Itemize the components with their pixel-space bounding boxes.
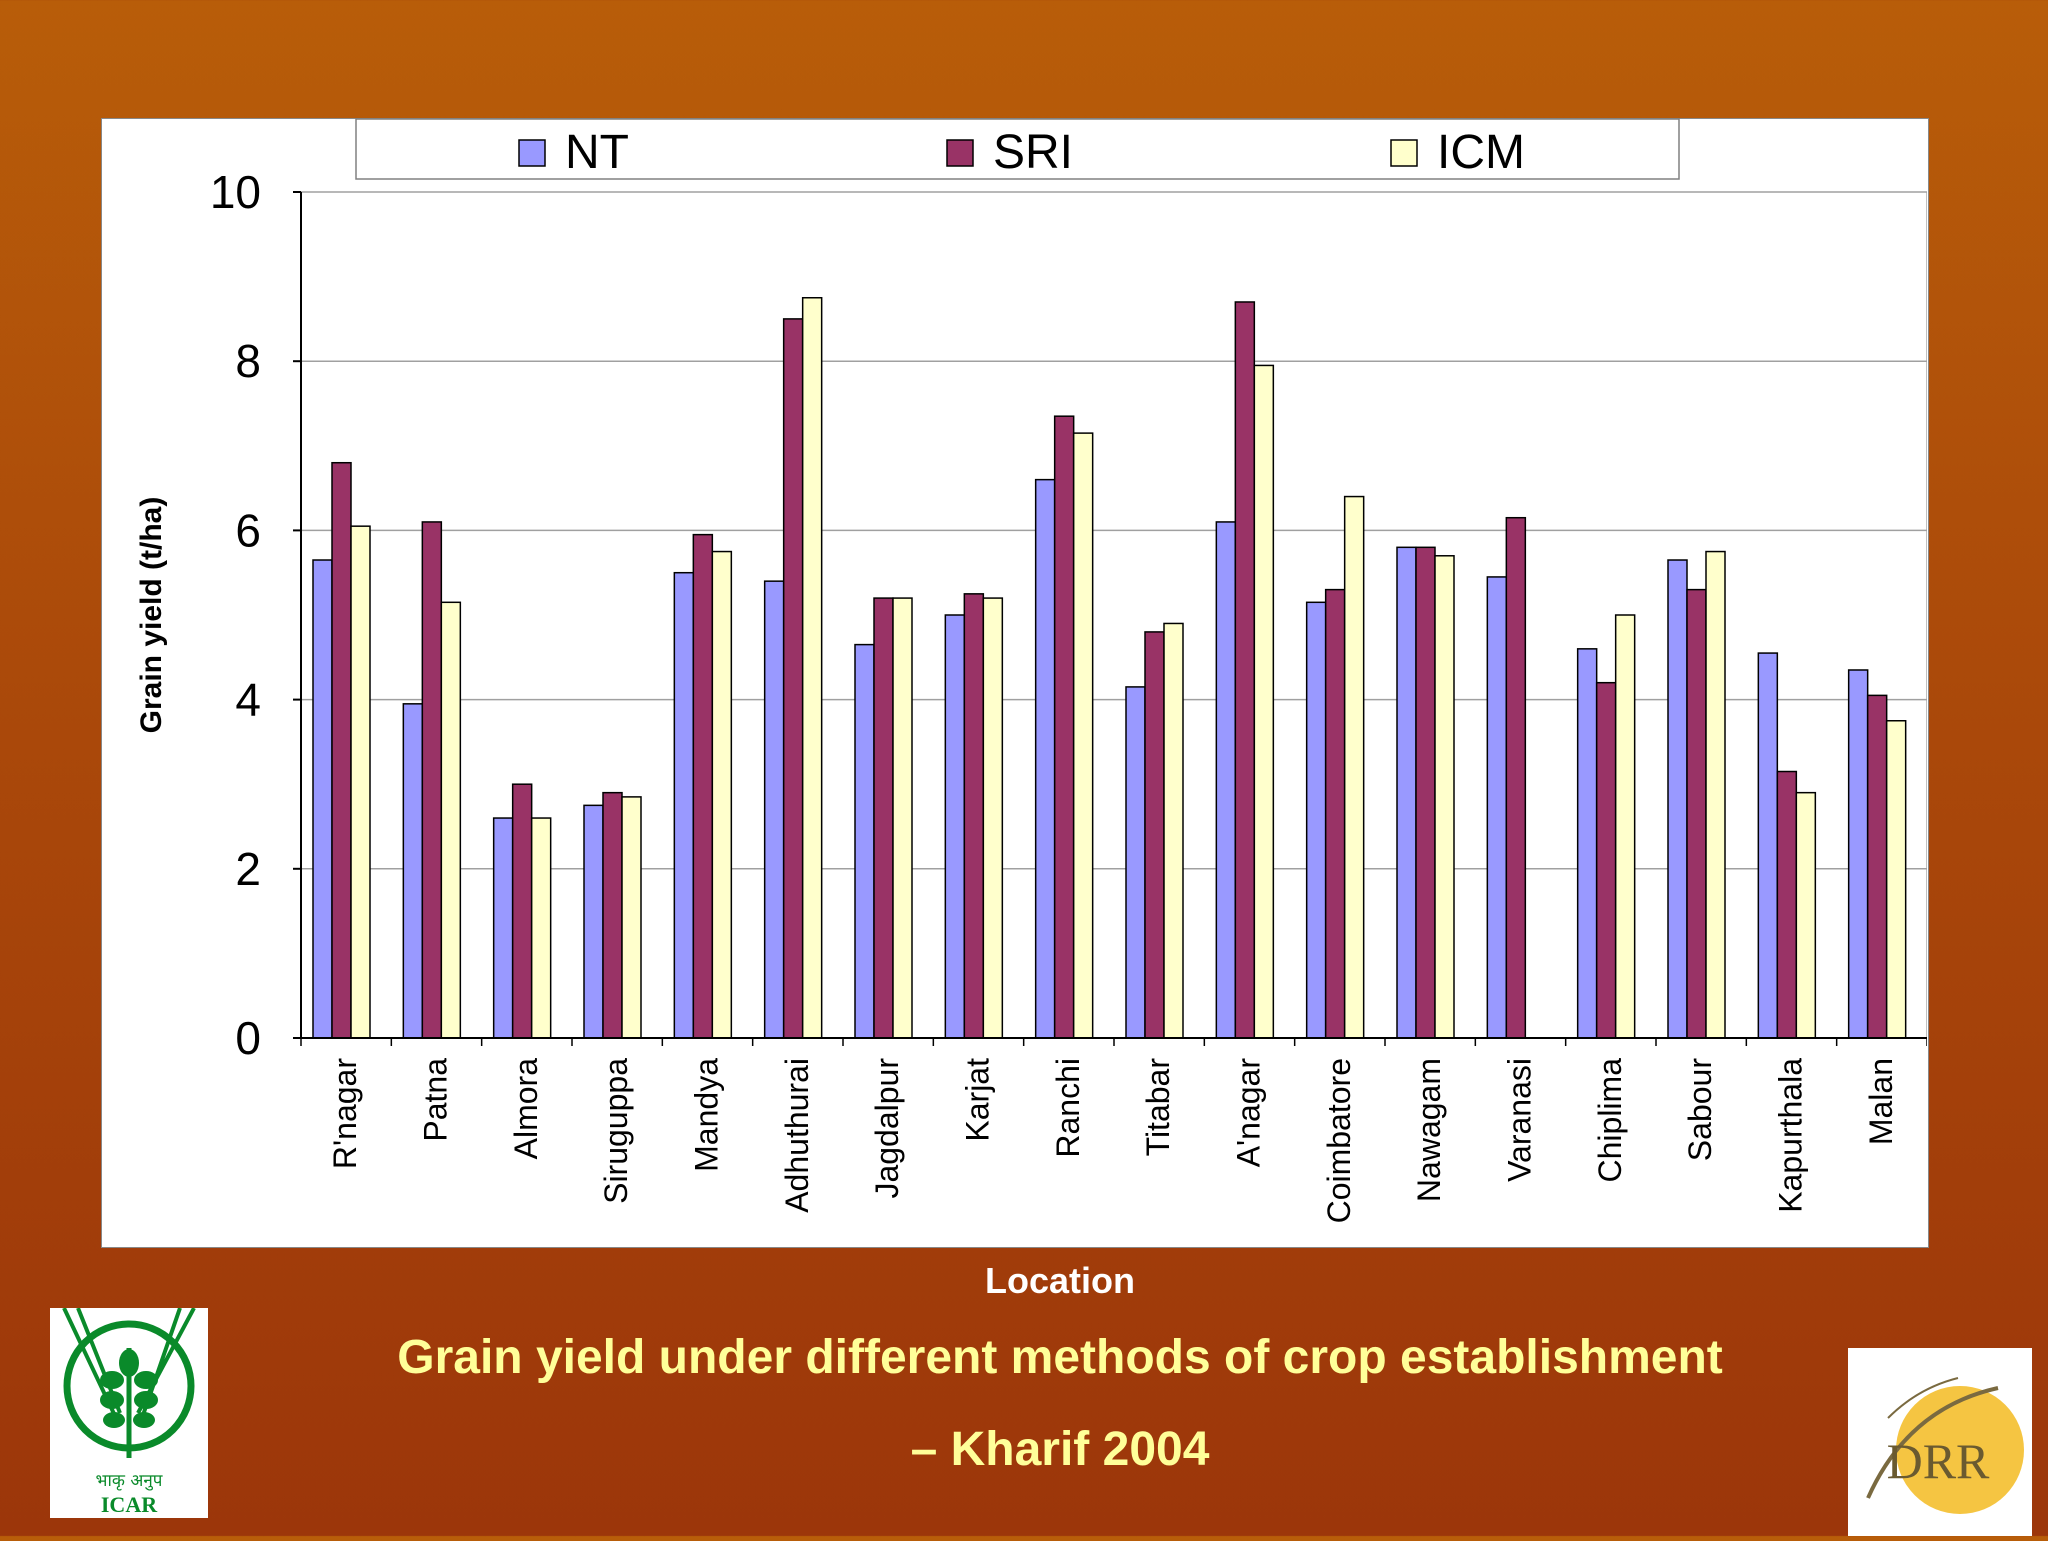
grain-yield-chart: 0 2 4 6 8 10 R'nagar Patna Almora Siruguppa Mandya…: [135, 118, 1927, 1223]
bar-nt: [492, 817, 514, 1039]
bar-icm: [801, 297, 823, 1039]
legend: [355, 118, 1680, 180]
legend-swatch-nt: [518, 139, 546, 167]
icar-logo-hindi: भाकृ अनुप: [96, 1471, 163, 1491]
bar-nt: [1576, 648, 1598, 1039]
bar-sri: [1324, 588, 1346, 1039]
bar-nt: [854, 643, 875, 1039]
y-tick-label: 8: [235, 335, 261, 387]
legend-label-icm: ICM: [1437, 126, 1525, 179]
bar-nt: [1847, 669, 1869, 1039]
bar-sri: [1595, 681, 1617, 1039]
bar-sri: [331, 461, 352, 1039]
bar-icm: [440, 601, 462, 1039]
x-tick-label: Almora: [508, 1058, 544, 1160]
x-axis-title: Location: [985, 1260, 1135, 1301]
x-tick-label: Patna: [418, 1058, 454, 1142]
bar-icm: [1885, 720, 1907, 1039]
x-tick-label: Chiplima: [1592, 1058, 1628, 1183]
bar-icm: [711, 550, 733, 1039]
icar-logo-text: ICAR: [101, 1492, 158, 1517]
x-tick-label: Karjat: [960, 1058, 996, 1142]
bar-nt: [1034, 478, 1056, 1039]
bar-icm: [1072, 432, 1094, 1039]
bar-sri: [1144, 631, 1165, 1039]
legend-label-nt: NT: [565, 126, 629, 179]
bar-nt: [673, 571, 695, 1039]
x-tick-label: Jagdalpur: [869, 1058, 905, 1199]
bar-nt: [763, 580, 785, 1039]
bar-sri: [1415, 546, 1436, 1039]
bar-nt: [1215, 521, 1237, 1039]
bar-sri: [421, 521, 443, 1039]
x-tick-label: Adhuthurai: [779, 1058, 815, 1213]
bar-icm: [892, 597, 913, 1039]
bar-nt: [402, 703, 424, 1039]
bar-icm: [1253, 364, 1275, 1039]
x-tick-label: R'nagar: [327, 1058, 363, 1169]
bar-nt: [1125, 686, 1146, 1039]
y-tick-label: 6: [235, 504, 261, 556]
bar-icm: [982, 597, 1004, 1039]
bar-icm: [621, 796, 642, 1039]
x-tick-label: Siruguppa: [598, 1058, 634, 1204]
bar-icm: [530, 817, 552, 1039]
bar-nt: [1667, 559, 1688, 1039]
x-tick-label: Kapurthala: [1773, 1058, 1809, 1213]
bar-sri: [1053, 415, 1075, 1039]
y-tick-label: 10: [210, 166, 261, 218]
x-tick-label: Sabour: [1682, 1058, 1718, 1162]
chart-title: Grain yield under different methods of c…: [397, 1331, 1723, 1384]
bar-sri: [511, 783, 533, 1039]
bar-sri: [873, 597, 894, 1039]
bar-icm: [1795, 791, 1817, 1039]
legend-swatch-icm: [1390, 139, 1418, 167]
plot-area: [300, 191, 1927, 1039]
bar-icm: [1705, 550, 1726, 1039]
x-tick-label: Varanasi: [1502, 1058, 1538, 1182]
bar-sri: [602, 791, 623, 1039]
bar-nt: [312, 559, 333, 1039]
bar-sri: [692, 533, 714, 1039]
bar-sri: [1776, 770, 1798, 1039]
drr-logo: DRR: [1848, 1348, 2032, 1536]
x-tick-label: A'nagar: [1231, 1058, 1267, 1168]
bar-nt: [583, 804, 604, 1039]
y-tick-label: 0: [235, 1012, 261, 1064]
bar-sri: [1686, 588, 1707, 1039]
bar-sri: [963, 593, 985, 1039]
bar-icm: [1434, 555, 1455, 1039]
bar-sri: [1234, 301, 1256, 1039]
legend-label-sri: SRI: [993, 126, 1073, 179]
bar-sri: [1866, 694, 1888, 1039]
x-tick-label: Nawagam: [1411, 1058, 1447, 1202]
x-tick-label: Malan: [1863, 1058, 1899, 1145]
bar-nt: [1305, 601, 1327, 1039]
drr-logo-text: DRR: [1887, 1433, 1990, 1489]
chart-subtitle: – Kharif 2004: [910, 1423, 1210, 1476]
bar-nt: [1757, 652, 1779, 1039]
bar-icm: [1614, 614, 1636, 1039]
bar-icm: [1163, 622, 1184, 1039]
bar-nt: [1486, 576, 1508, 1039]
bar-nt: [1396, 546, 1417, 1039]
y-tick-label: 2: [235, 843, 261, 895]
bar-sri: [782, 318, 804, 1039]
x-tick-label: Mandya: [689, 1058, 725, 1172]
x-tick-label: Ranchi: [1050, 1058, 1086, 1158]
bar-icm: [1343, 495, 1365, 1039]
y-axis-title: Grain yield (t/ha): [135, 497, 168, 734]
x-tick-label: Titabar: [1140, 1058, 1176, 1157]
bar-sri: [1505, 516, 1527, 1039]
icar-logo: भाकृ अनुप ICAR: [50, 1307, 208, 1518]
y-tick-label: 4: [235, 674, 261, 726]
bar-icm: [350, 525, 371, 1039]
bar-nt: [944, 614, 966, 1039]
legend-swatch-sri: [946, 139, 974, 167]
x-tick-label: Coimbatore: [1321, 1058, 1357, 1223]
